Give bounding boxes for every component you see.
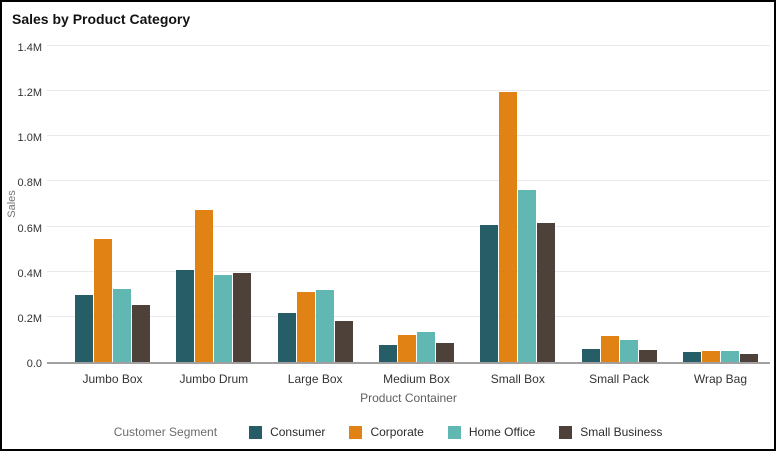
x-label-cell: Jumbo Box bbox=[75, 372, 150, 386]
bar-group bbox=[480, 48, 556, 362]
bar-small-business[interactable] bbox=[638, 349, 657, 362]
gridline bbox=[47, 135, 770, 137]
bar-consumer[interactable] bbox=[682, 351, 701, 362]
bar-home-office[interactable] bbox=[518, 190, 537, 362]
legend-item-home-office[interactable]: Home Office bbox=[447, 425, 536, 439]
bar-corporate[interactable] bbox=[397, 335, 416, 362]
x-axis-category-label: Wrap Bag bbox=[693, 372, 748, 386]
y-tick-label: 0.0 bbox=[26, 358, 42, 370]
y-tick-label: 0.2M bbox=[17, 312, 42, 325]
legend: Customer Segment Consumer Corporate Home O… bbox=[2, 425, 774, 439]
plot-area bbox=[47, 45, 770, 364]
legend-item-consumer[interactable]: Consumer bbox=[249, 425, 325, 439]
bar-home-office[interactable] bbox=[619, 339, 638, 362]
chart-title: Sales by Product Category bbox=[12, 11, 191, 27]
bar-corporate[interactable] bbox=[195, 209, 214, 362]
x-label-cell: Jumbo Drum bbox=[176, 372, 251, 386]
bar-group bbox=[75, 48, 150, 362]
y-tick-label: 1.2M bbox=[17, 87, 42, 100]
legend-swatch bbox=[559, 425, 573, 439]
bar-home-office[interactable] bbox=[214, 274, 233, 362]
bar-home-office[interactable] bbox=[315, 290, 334, 362]
y-axis-ticks: 0.0 0.2M 0.4M 0.6M 0.8M 1.0M 1.2M 1.4M bbox=[2, 42, 42, 370]
legend-label: Small Business bbox=[580, 425, 663, 439]
legend-item-small-business[interactable]: Small Business bbox=[559, 425, 662, 439]
bar-group bbox=[176, 48, 252, 362]
bar-corporate[interactable] bbox=[94, 238, 112, 362]
y-tick-label: 0.4M bbox=[17, 267, 42, 280]
gridline bbox=[47, 270, 770, 272]
bar-group bbox=[581, 48, 657, 362]
bar-small-business[interactable] bbox=[233, 273, 252, 362]
x-label-cell: Medium Box bbox=[379, 372, 454, 386]
x-axis-category-label: Medium Box bbox=[383, 372, 450, 386]
x-axis-labels: Jumbo Box Jumbo Drum Large Box Medium Box Sm… bbox=[47, 372, 770, 386]
x-axis-category-label: Jumbo Box bbox=[82, 372, 143, 386]
gridline bbox=[47, 225, 770, 227]
bar-consumer[interactable] bbox=[277, 312, 296, 362]
legend-title: Customer Segment bbox=[113, 425, 218, 439]
gridline bbox=[47, 90, 770, 92]
bar-corporate[interactable] bbox=[499, 91, 518, 362]
x-axis-category-label: Jumbo Drum bbox=[179, 372, 249, 386]
y-tick-label: 1.0M bbox=[17, 132, 42, 145]
bar-home-office[interactable] bbox=[720, 351, 739, 362]
x-axis-category-label: Small Box bbox=[490, 372, 545, 386]
legend-label: Home Office bbox=[468, 425, 536, 439]
bar-groups bbox=[47, 48, 770, 362]
legend-item-corporate[interactable]: Corporate bbox=[349, 425, 424, 439]
bar-group bbox=[682, 48, 758, 362]
legend-label: Corporate bbox=[370, 425, 424, 439]
bar-corporate[interactable] bbox=[296, 292, 315, 362]
bar-group bbox=[378, 48, 454, 362]
bar-home-office[interactable] bbox=[113, 289, 131, 362]
bar-consumer[interactable] bbox=[75, 294, 93, 362]
y-tick-label: 0.6M bbox=[17, 222, 42, 235]
legend-swatch bbox=[249, 425, 263, 439]
legend-label: Consumer bbox=[270, 425, 326, 439]
bar-corporate[interactable] bbox=[701, 350, 720, 362]
x-axis-category-label: Large Box bbox=[287, 372, 343, 386]
x-label-cell: Small Box bbox=[480, 372, 555, 386]
bar-consumer[interactable] bbox=[480, 225, 499, 362]
bar-small-business[interactable] bbox=[435, 342, 454, 362]
legend-swatch bbox=[447, 425, 461, 439]
legend-swatch bbox=[349, 425, 363, 439]
y-tick-label: 1.4M bbox=[17, 42, 42, 54]
bar-consumer[interactable] bbox=[581, 348, 600, 362]
y-tick-label: 0.8M bbox=[17, 177, 42, 190]
bar-small-business[interactable] bbox=[132, 304, 150, 362]
gridline bbox=[47, 45, 770, 46]
bar-small-business[interactable] bbox=[334, 320, 353, 362]
x-label-cell: Wrap Bag bbox=[683, 372, 758, 386]
x-axis-title: Product Container bbox=[360, 391, 457, 405]
gridline bbox=[47, 315, 770, 317]
bar-consumer[interactable] bbox=[378, 345, 397, 362]
x-label-cell: Large Box bbox=[278, 372, 353, 386]
bar-small-business[interactable] bbox=[537, 222, 556, 362]
bar-small-business[interactable] bbox=[739, 354, 758, 362]
bar-corporate[interactable] bbox=[600, 336, 619, 362]
bar-group bbox=[277, 48, 353, 362]
bar-home-office[interactable] bbox=[416, 331, 435, 362]
bar-consumer[interactable] bbox=[176, 270, 195, 362]
x-label-cell: Small Pack bbox=[582, 372, 657, 386]
gridline bbox=[47, 180, 770, 182]
x-axis-category-label: Small Pack bbox=[589, 372, 650, 386]
